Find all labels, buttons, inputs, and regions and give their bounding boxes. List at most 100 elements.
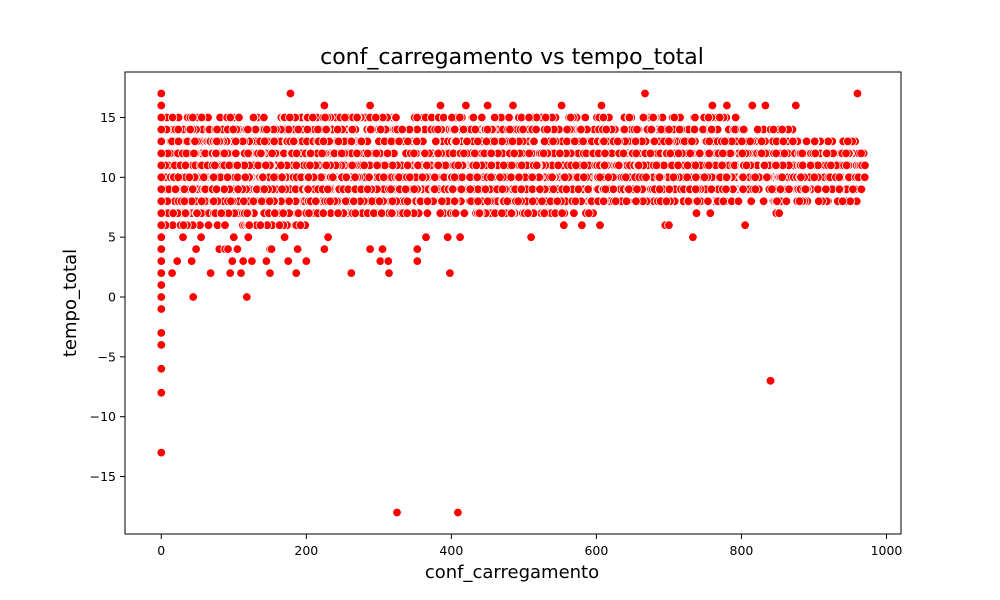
scatter-point: [156, 220, 167, 230]
scatter-point: [631, 148, 641, 159]
scatter-point: [205, 268, 216, 278]
scatter-point: [760, 100, 771, 111]
scatter-point: [706, 124, 717, 135]
scatter-point: [497, 208, 507, 218]
scatter-point: [598, 112, 609, 123]
scatter-point: [841, 160, 852, 171]
scatter-point: [239, 196, 249, 207]
scatter-point: [801, 136, 812, 147]
scatter-point: [266, 244, 277, 254]
scatter-point: [695, 148, 705, 159]
scatter-point: [462, 136, 472, 147]
scatter-point: [740, 220, 750, 230]
scatter-point: [219, 148, 230, 159]
scatter-point: [156, 328, 167, 338]
scatter-point: [386, 136, 397, 147]
scatter-point: [265, 268, 275, 278]
scatter-point: [188, 112, 198, 123]
scatter-point: [223, 244, 233, 254]
scatter-point: [762, 172, 772, 183]
scatter-point: [778, 136, 789, 147]
scatter-point: [392, 507, 402, 518]
scatter-point: [721, 184, 731, 195]
x-tick-label: 400: [439, 543, 463, 558]
scatter-point: [376, 124, 386, 135]
scatter-point: [706, 184, 717, 195]
scatter-point: [848, 184, 858, 195]
scatter-point: [291, 160, 302, 171]
scatter-point: [211, 148, 221, 159]
scatter-point: [374, 196, 385, 207]
scatter-point: [453, 507, 463, 518]
scatter-point: [258, 172, 268, 183]
scatter-point: [654, 172, 665, 183]
scatter-point: [784, 184, 794, 195]
scatter-point: [619, 124, 630, 135]
scatter-point: [203, 220, 214, 230]
scatter-point: [302, 124, 313, 135]
scatter-point: [289, 136, 299, 147]
scatter-point: [257, 196, 267, 207]
scatter-point: [470, 124, 481, 135]
scatter-point: [682, 172, 692, 183]
scatter-point: [431, 136, 441, 147]
scatter-point: [210, 160, 220, 171]
scatter-point: [722, 100, 732, 111]
scatter-point: [433, 160, 443, 171]
scatter-point: [531, 124, 541, 135]
y-tick-label: 10: [100, 170, 116, 185]
scatter-point: [580, 112, 591, 123]
scatter-point: [756, 148, 767, 159]
scatter-point: [308, 112, 318, 123]
scatter-point: [346, 136, 357, 147]
scatter-point: [187, 184, 198, 195]
scatter-point: [244, 220, 255, 230]
x-tick-label: 800: [730, 543, 754, 558]
scatter-point: [422, 160, 432, 171]
scatter-point: [768, 124, 779, 135]
scatter-point: [240, 172, 251, 183]
scatter-point: [821, 184, 831, 195]
scatter-point: [403, 136, 413, 147]
scatter-point: [507, 160, 517, 171]
scatter-point: [737, 148, 748, 159]
scatter-point: [321, 124, 331, 135]
scatter-point: [412, 244, 423, 254]
scatter-point: [379, 172, 389, 183]
scatter-point: [167, 112, 178, 123]
scatter-point: [504, 112, 514, 123]
scatter-point: [156, 304, 167, 314]
scatter-point: [834, 172, 845, 183]
scatter-point: [261, 160, 271, 171]
scatter-point: [422, 208, 433, 218]
scatter-point: [834, 184, 845, 195]
y-tick-label: −5: [98, 349, 116, 364]
scatter-point: [229, 232, 239, 242]
scatter-point: [777, 124, 787, 135]
scatter-point: [422, 196, 433, 207]
scatter-point: [448, 184, 458, 195]
scatter-point: [837, 196, 848, 207]
scatter-point: [387, 208, 397, 218]
scatter-point: [673, 148, 684, 159]
scatter-point: [518, 124, 528, 135]
scatter-point: [450, 208, 461, 218]
scatter-point: [341, 172, 352, 183]
scatter-point: [621, 172, 631, 183]
scatter-point: [739, 124, 749, 135]
scatter-point: [482, 100, 493, 111]
scatter-point: [539, 136, 550, 147]
scatter-point: [490, 112, 500, 123]
scatter-point: [350, 208, 361, 218]
scatter-point: [705, 208, 716, 218]
scatter-point: [284, 124, 294, 135]
scatter-point: [527, 196, 538, 207]
y-tick-label: 5: [108, 230, 116, 245]
scatter-point: [759, 160, 770, 171]
scatter-point: [750, 172, 760, 183]
y-tick-label: −15: [90, 469, 116, 484]
scatter-point: [608, 184, 619, 195]
scatter-point: [458, 124, 469, 135]
scatter-point: [225, 112, 236, 123]
scatter-point: [274, 220, 285, 230]
